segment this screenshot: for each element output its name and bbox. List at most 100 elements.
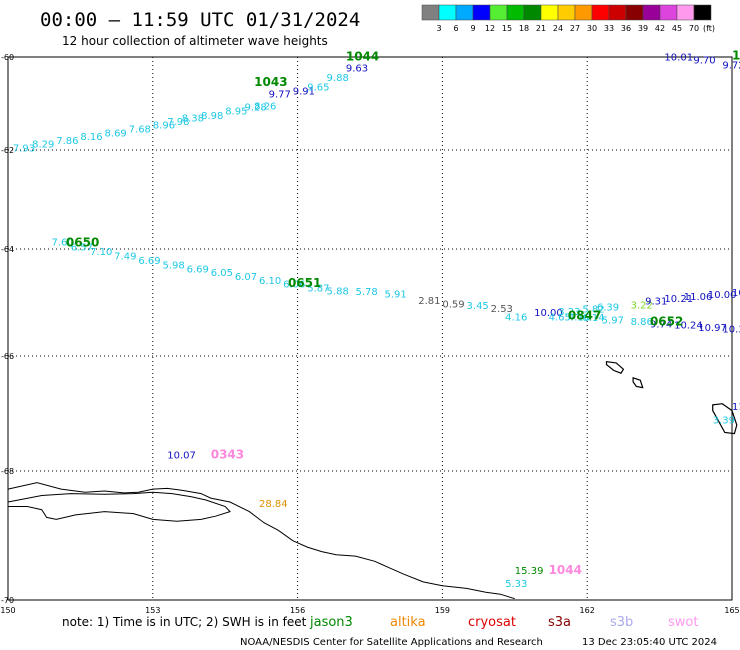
swh-value-label: 10.07 [167,450,196,461]
scale-swatch [455,4,474,21]
scale-swatch [693,4,712,21]
swh-value-label: 8.16 [80,132,102,143]
lat-label: -66 [1,352,14,361]
footer-credit: NOAA/NESDIS Center for Satellite Applica… [240,637,543,648]
swh-value-label: 9.70 [693,56,715,67]
swh-value-label: 8.98 [201,111,223,122]
swh-value-label: 15.39 [515,566,544,577]
swh-value-label: 9.72 [722,61,740,72]
scale-tick-label: 21 [536,24,546,33]
swh-value-label: 10.37 [722,324,740,335]
scale-tick-label: 6 [453,24,458,33]
pass-time-label: 0651 [288,276,321,290]
lon-label: 153 [145,606,160,615]
scale-swatch [591,4,610,21]
swh-value-label: 5.82 [582,305,604,316]
swh-value-label: 7.93 [13,143,35,154]
lon-label: 156 [290,606,305,615]
swh-value-label: 10.00 [534,308,563,319]
swh-value-label: 8.38 [182,114,204,125]
pass-labels: 1044 1043 0650 0651 0847 0652 1044 0343 1044 [66,48,740,577]
swh-value-label: 6.06 [283,280,305,291]
swh-value-label: 5.33 [505,579,527,590]
lat-label: -70 [1,596,14,605]
scale-tick-label: 24 [553,24,563,33]
pass-time-label: 0652 [650,315,683,329]
scale-swatch [625,4,644,21]
swh-value-label: 4.16 [568,313,590,324]
lon-label: 159 [435,606,450,615]
scale-swatch [676,4,695,21]
lon-label: 162 [580,606,595,615]
map-title: 00:00 – 11:59 UTC 01/31/2024 [40,9,360,31]
swh-value-label: 6.69 [138,256,160,267]
satellite-legend-entry: altika [390,615,426,630]
pass-time-label: 0847 [568,309,601,323]
swh-value-label: 3.39 [713,415,735,426]
swh-value-label: 9.77 [269,89,291,100]
swh-value-label: 6.10 [259,276,281,287]
scale-swatch [472,4,491,21]
swh-value-label: 9.63 [346,63,368,74]
swh-value-label: 0.59 [442,299,464,310]
swh-value-label: 28.84 [259,499,288,510]
wave-height-color-scale: 3 6 9 12 15 18 21 24 27 30 33 36 39 42 45 70 (ft) [421,4,715,33]
scale-tick-label: 9 [470,24,475,33]
swh-value-label: 3.23 [558,307,580,318]
satellite-legend-entry: s3a [548,615,571,630]
swh-value-label: 11.06 [684,292,713,303]
footer-timestamp: 13 Dec 23:05:40 UTC 2024 [582,637,717,648]
lat-label: -60 [1,53,14,62]
swh-value-label: 8.86 [631,317,653,328]
satellite-legend-entry: swot [668,615,698,630]
swh-value-label: 10.21 [664,294,693,305]
swh-value-label: 8.26 [254,102,276,113]
swh-values: 7.938.29 7.86 8.16 8.69 7.68 8.967.988.388.98… [13,52,740,590]
swh-value-label: 7.10 [90,247,112,258]
swh-value-label: 9.74 [650,320,672,331]
satellite-legend-entry: s3b [610,615,633,630]
map-frame [7,56,733,601]
swh-value-label: 11.38 [732,402,740,413]
swh-value-label: 7.86 [56,136,78,147]
swh-value-label: 8.96 [153,121,175,132]
swh-value-label: 9.31 [645,297,667,308]
scale-swatch [506,4,525,21]
ice-shelf-coast [7,491,231,522]
scale-tick-label: 12 [485,24,495,33]
swh-value-label: 4.65 [549,313,571,324]
lon-label: 150 [0,606,15,615]
scale-swatch [574,4,593,21]
scale-tick-label: 36 [621,24,631,33]
swh-value-label: 7.68 [129,124,151,135]
island-coast [632,376,644,389]
scale-tick-label: 70 [689,24,699,33]
scale-swatch [489,4,508,21]
island-coast [712,403,738,435]
swh-value-label: 6.14 [582,313,604,324]
swh-value-label: 10.00 [708,290,737,301]
lon-label: 165 [724,606,739,615]
map-border [7,56,733,601]
scale-swatch [438,4,457,21]
pass-time-label: 1044 [732,48,740,62]
swh-value-label: 10.24 [674,321,703,332]
scale-tick-label: 45 [672,24,682,33]
scale-tick-label: 27 [570,24,580,33]
swh-value-label: 6.57 [71,243,93,254]
graticule [8,57,732,600]
swh-value-label: 2.81 [418,296,440,307]
scale-tick-label: 18 [519,24,529,33]
swh-value-label: 6.05 [211,268,233,279]
satellite-legend-entry: jason3 [309,615,353,630]
swh-value-label: 3.45 [467,301,489,312]
lat-label: -68 [1,467,14,476]
scale-swatch [557,4,576,21]
swh-value-label: 5.78 [356,287,378,298]
pass-time-label: 1044 [346,50,379,64]
swh-value-label: 7.98 [167,117,189,128]
swh-value-label: 5.97 [602,315,624,326]
scale-swatch [608,4,627,21]
